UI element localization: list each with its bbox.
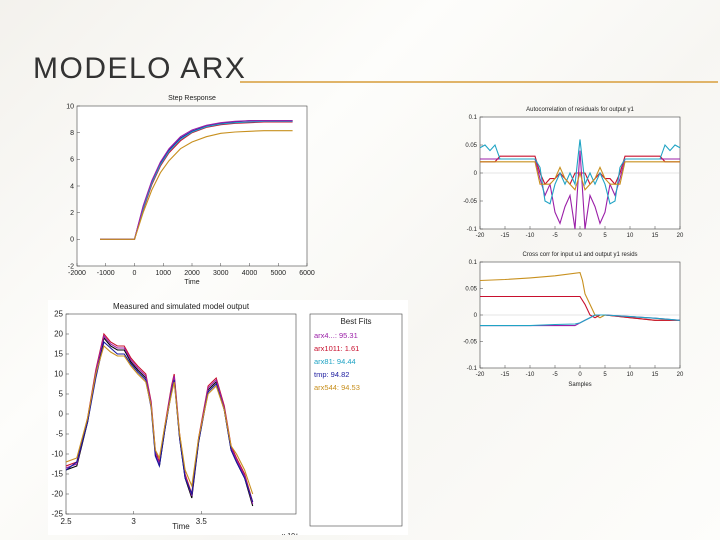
measured-simulated-panel: Measured and simulated model output 2.5 3 3… — [48, 300, 408, 540]
y-tick-label: 0.1 — [469, 260, 478, 266]
y-tick-label: 4 — [70, 183, 74, 190]
y-tick-label: 15 — [54, 350, 63, 359]
crosscorrelation-chart: Cross corr for input u1 and output y1 re… — [463, 252, 684, 388]
series-line-3 — [100, 120, 293, 240]
x-tick-label: -20 — [476, 233, 485, 239]
x-axis-label: Time — [172, 522, 190, 531]
x-tick-label: 5 — [603, 372, 607, 378]
y-tick-label: -25 — [51, 510, 63, 519]
x-tick-label: 0 — [578, 372, 582, 378]
x-tick-label: -5 — [552, 372, 558, 378]
y-tick-label: -10 — [51, 450, 63, 459]
x-tick-label: 0 — [578, 233, 582, 239]
slide-title: MODELO ARX — [33, 52, 247, 85]
y-tick-label: 2 — [70, 210, 74, 217]
y-tick-label: 0.05 — [465, 143, 477, 149]
autocorrelation-chart: Autocorrelation of residuals for output … — [463, 107, 684, 239]
y-tick-label: -2 — [68, 263, 74, 270]
x-tick-label: -10 — [526, 233, 535, 239]
x-tick-label: 2000 — [184, 270, 200, 277]
y-tick-label: 0 — [474, 313, 478, 319]
x-multiplier: x 10⁴ — [282, 533, 298, 535]
legend-entry-1: arx4...: 95.31 — [314, 331, 358, 340]
series-line-4 — [480, 314, 680, 327]
y-tick-label: 0 — [59, 410, 64, 419]
y-tick-label: 10 — [66, 103, 74, 110]
series-line-2 — [480, 150, 680, 229]
y-tick-label: -0.1 — [467, 366, 478, 372]
x-tick-label: 10 — [627, 233, 634, 239]
legend-entry-5: arx544: 94.53 — [314, 383, 360, 392]
x-tick-label: 20 — [677, 233, 684, 239]
x-tick-label: 3 — [131, 517, 136, 526]
title-underline — [240, 81, 718, 83]
x-tick-label: 5000 — [270, 270, 286, 277]
y-tick-label: 0 — [70, 237, 74, 244]
plot-area — [65, 313, 297, 515]
y-tick-label: -0.05 — [463, 199, 477, 205]
x-tick-label: -1000 — [97, 270, 115, 277]
chart-title: Step Response — [168, 95, 216, 102]
y-tick-label: 0.1 — [469, 115, 478, 121]
crosscorrelation-panel: Cross corr for input u1 and output y1 re… — [452, 248, 688, 390]
y-tick-label: 10 — [54, 370, 63, 379]
legend-entry-3: arx81: 94.44 — [314, 357, 356, 366]
x-tick-label: 10 — [627, 372, 634, 378]
legend-entry-2: arx1011: 1.61 — [314, 344, 359, 353]
chart-title: Autocorrelation of residuals for output … — [526, 107, 634, 113]
legend-box — [309, 313, 403, 527]
y-tick-label: 0 — [474, 171, 478, 177]
series-line-3 — [480, 139, 680, 205]
x-tick-label: 5 — [603, 233, 607, 239]
x-tick-label: 15 — [652, 372, 659, 378]
x-tick-label: 2.5 — [60, 517, 72, 526]
x-tick-label: -10 — [526, 372, 535, 378]
legend-entry-4: tmp: 94.82 — [314, 370, 349, 379]
x-tick-label: 20 — [677, 372, 684, 378]
x-tick-label: 4000 — [242, 270, 258, 277]
step-response-panel: Step Response -2000 -1000 0 1000 2000 3000 4000… — [55, 92, 320, 292]
series-line-4 — [100, 120, 293, 240]
x-tick-label: 1000 — [155, 270, 171, 277]
x-tick-label: -15 — [501, 372, 510, 378]
x-tick-label: 6000 — [299, 270, 315, 277]
step-response-chart: Step Response -2000 -1000 0 1000 2000 3000 4000… — [66, 95, 315, 286]
x-tick-label: 3000 — [213, 270, 229, 277]
x-axis-label: Time — [184, 279, 199, 286]
y-tick-label: 25 — [54, 310, 63, 319]
y-tick-label: -15 — [51, 470, 63, 479]
x-tick-label: -15 — [501, 233, 510, 239]
x-tick-label: -20 — [476, 372, 485, 378]
y-tick-label: -5 — [56, 430, 64, 439]
series-line-2 — [480, 295, 680, 321]
chart-title: Measured and simulated model output — [113, 302, 250, 311]
y-tick-label: 20 — [54, 330, 63, 339]
legend-title: Best Fits — [340, 317, 371, 326]
y-tick-label: 0.05 — [465, 287, 477, 293]
autocorrelation-panel: Autocorrelation of residuals for output … — [452, 103, 688, 248]
x-tick-label: -2000 — [68, 270, 86, 277]
y-tick-label: 6 — [70, 157, 74, 164]
series-line-5 — [100, 130, 293, 240]
y-tick-label: 5 — [59, 390, 64, 399]
y-tick-label: 8 — [70, 130, 74, 137]
series-line-5 — [66, 345, 254, 495]
x-tick-label: 3.5 — [196, 517, 208, 526]
x-tick-label: -5 — [552, 233, 558, 239]
measured-simulated-chart: Measured and simulated model output 2.5 3 3… — [51, 302, 403, 540]
series-line-4 — [480, 161, 680, 191]
x-axis-label: Samples — [568, 382, 591, 388]
x-tick-label: 15 — [652, 233, 659, 239]
y-tick-label: -0.1 — [467, 227, 478, 233]
x-tick-label: 0 — [133, 270, 137, 277]
y-tick-label: -20 — [51, 490, 63, 499]
y-tick-label: -0.05 — [463, 340, 477, 346]
chart-title: Cross corr for input u1 and output y1 re… — [522, 252, 637, 258]
